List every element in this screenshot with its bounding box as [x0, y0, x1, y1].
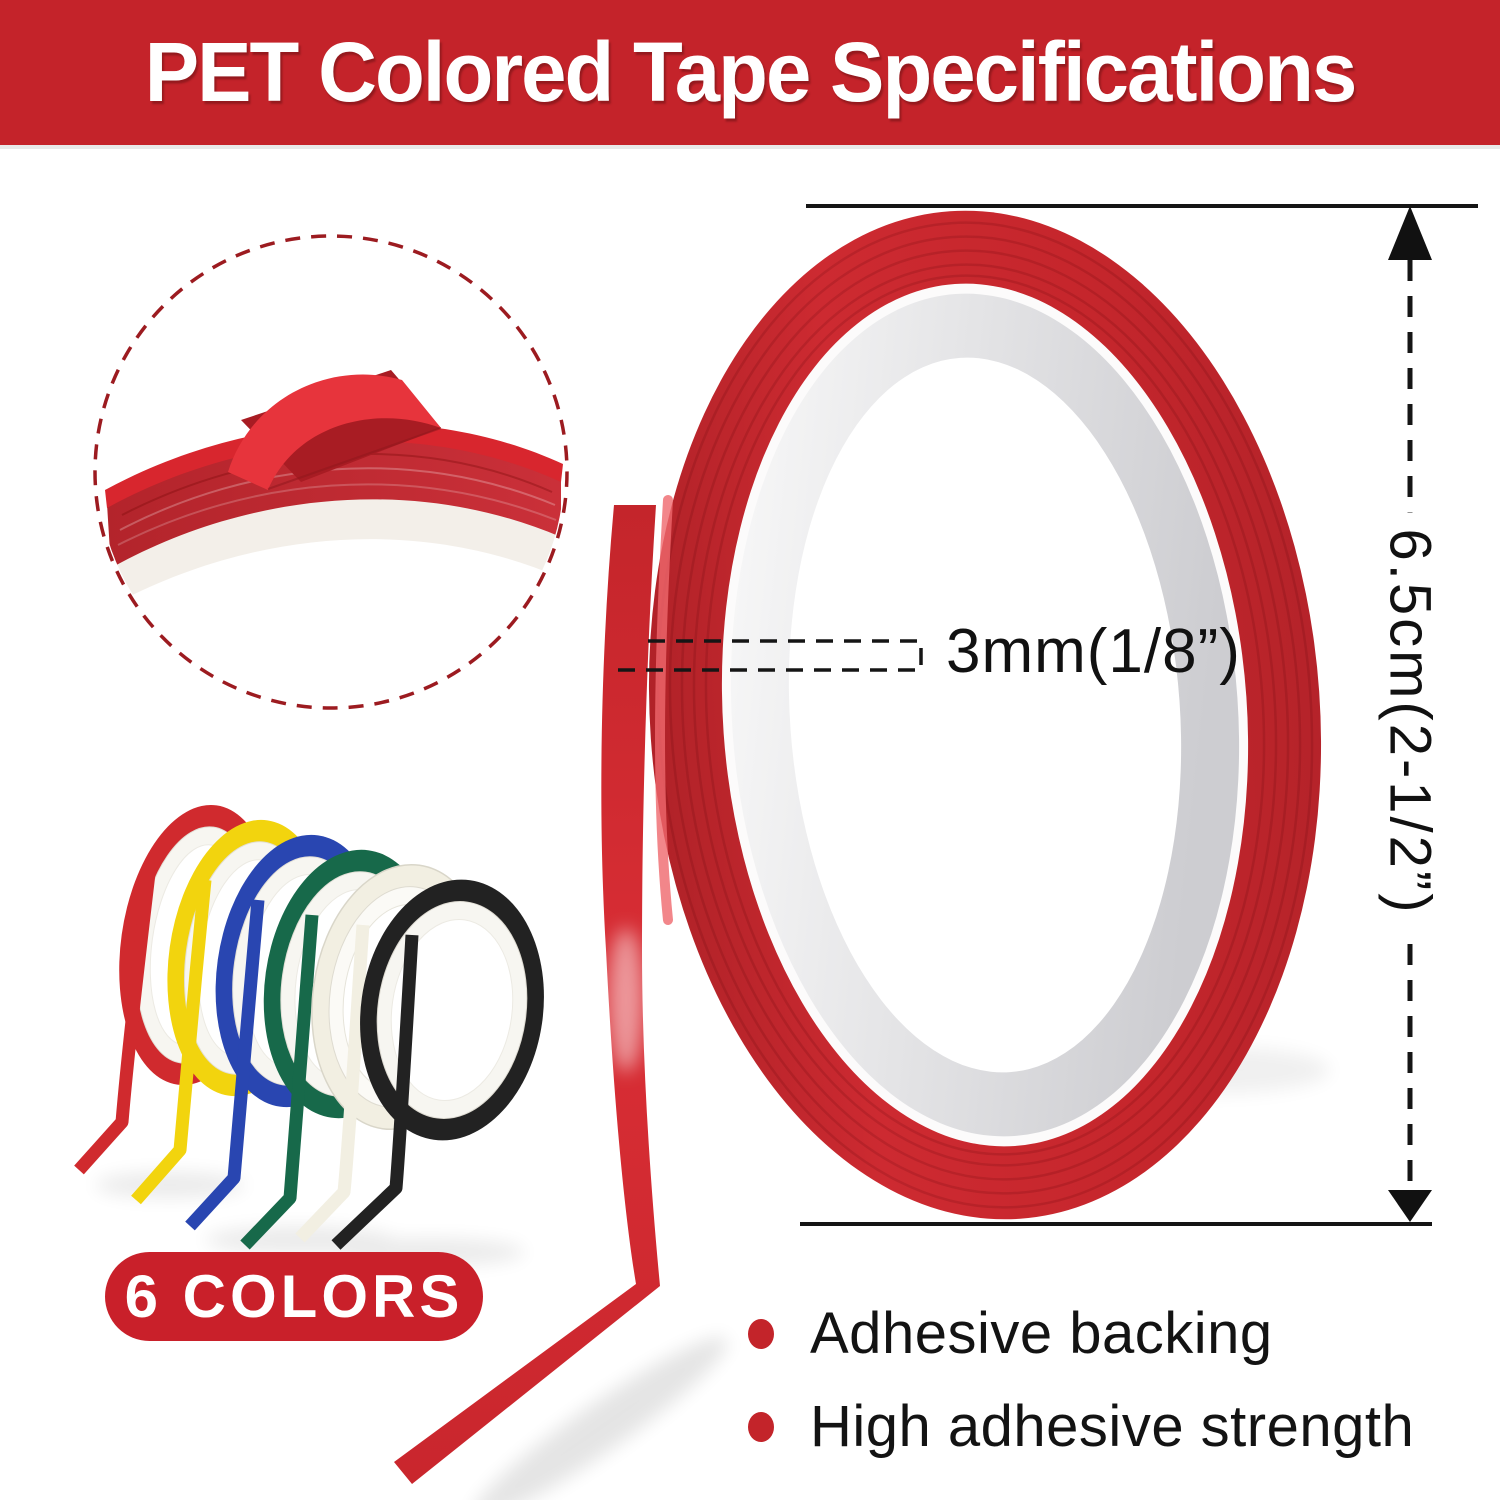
- tape-closeup-inset: [93, 234, 569, 710]
- arrow-up-icon: [1388, 206, 1432, 260]
- six-color-rolls: [74, 804, 544, 1266]
- arrow-down-icon: [1388, 1190, 1432, 1222]
- tail-yellow: [131, 879, 212, 1205]
- bullet-dot-icon: [748, 1318, 774, 1349]
- tail-red: [74, 864, 157, 1175]
- page-title: PET Colored Tape Specifications: [144, 25, 1358, 119]
- tail-black: [331, 934, 419, 1250]
- inset-tape-top: [105, 423, 563, 508]
- main-roll-highlight: [655, 495, 673, 925]
- feature-list: Adhesive backing High adhesive strength: [748, 1300, 1414, 1486]
- main-roll-tail: [394, 505, 660, 1484]
- bullet-dot-icon: [748, 1411, 774, 1442]
- tail-blue: [185, 899, 265, 1231]
- width-measure-box: [614, 639, 923, 672]
- feature-row: Adhesive backing: [748, 1300, 1414, 1367]
- six-colors-badge-label: 6 COLORS: [124, 1263, 464, 1330]
- dimension-annotations: [614, 204, 1478, 1226]
- main-red-roll: [394, 210, 1330, 1500]
- inset-adhesive-liner: [109, 495, 559, 604]
- feature-row: High adhesive strength: [748, 1393, 1414, 1460]
- feature-text: High adhesive strength: [810, 1394, 1415, 1459]
- header-banner: PET Colored Tape Specifications: [0, 0, 1500, 149]
- six-colors-badge: 6 COLORS: [105, 1252, 483, 1341]
- inset-tape-edge: [107, 437, 561, 568]
- width-dimension-label: 3mm(1/8”): [946, 617, 1241, 686]
- tail-white: [295, 924, 370, 1243]
- tail-green: [240, 914, 319, 1250]
- tail-shadow: [472, 1336, 728, 1500]
- inset-flap-fold: [228, 374, 441, 490]
- feature-text: Adhesive backing: [810, 1301, 1273, 1366]
- height-dimension-label: 6.5cm(2-1/2”): [1370, 512, 1450, 932]
- main-roll-hole: [788, 357, 1182, 1073]
- tail-sheen: [608, 928, 644, 1072]
